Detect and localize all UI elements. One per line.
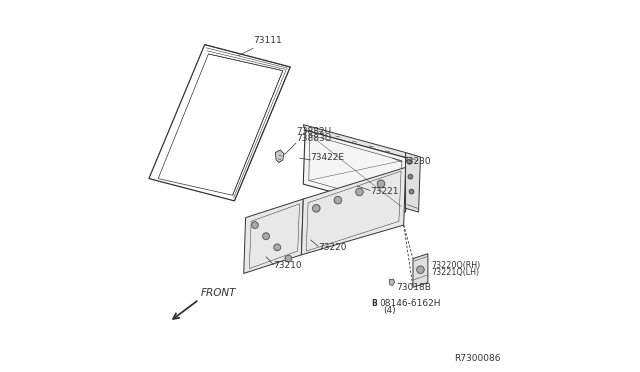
Text: 73018B: 73018B bbox=[396, 283, 431, 292]
Text: 73230: 73230 bbox=[402, 157, 431, 166]
Circle shape bbox=[408, 174, 413, 179]
Polygon shape bbox=[413, 254, 428, 287]
Polygon shape bbox=[303, 130, 408, 212]
Text: 08146-6162H: 08146-6162H bbox=[380, 299, 441, 308]
Text: 73883U: 73883U bbox=[296, 134, 331, 143]
Circle shape bbox=[312, 205, 320, 212]
Text: 73210: 73210 bbox=[273, 262, 302, 270]
Circle shape bbox=[378, 180, 385, 187]
Text: (4): (4) bbox=[383, 306, 396, 315]
Text: B: B bbox=[371, 299, 377, 308]
Circle shape bbox=[407, 160, 412, 164]
Circle shape bbox=[417, 266, 424, 273]
Text: FRONT: FRONT bbox=[201, 288, 236, 298]
Circle shape bbox=[410, 189, 413, 194]
Circle shape bbox=[334, 196, 342, 204]
Text: 73882U: 73882U bbox=[296, 127, 331, 136]
Circle shape bbox=[356, 188, 363, 196]
Circle shape bbox=[285, 255, 292, 262]
Polygon shape bbox=[301, 167, 406, 255]
Polygon shape bbox=[389, 279, 394, 285]
Polygon shape bbox=[406, 153, 420, 212]
Polygon shape bbox=[244, 199, 303, 273]
Circle shape bbox=[262, 233, 269, 240]
Text: 73221Q(LH): 73221Q(LH) bbox=[431, 268, 480, 277]
Circle shape bbox=[274, 244, 280, 251]
Polygon shape bbox=[275, 150, 284, 163]
Text: 73220Q(RH): 73220Q(RH) bbox=[431, 262, 481, 270]
Polygon shape bbox=[303, 125, 408, 158]
Text: 73111: 73111 bbox=[253, 36, 282, 45]
Text: 73422E: 73422E bbox=[310, 153, 345, 162]
Circle shape bbox=[252, 222, 259, 228]
Text: 73220: 73220 bbox=[318, 243, 347, 252]
Circle shape bbox=[368, 297, 380, 309]
Text: 73221: 73221 bbox=[370, 187, 399, 196]
Text: R7300086: R7300086 bbox=[454, 354, 500, 363]
